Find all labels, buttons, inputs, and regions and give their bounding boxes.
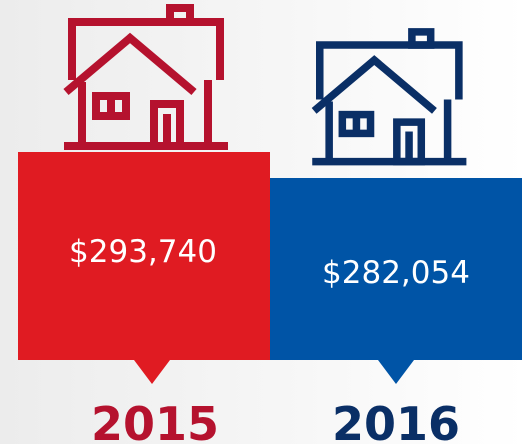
value-box-2016 xyxy=(270,178,522,384)
value-label: $293,740 xyxy=(69,234,217,270)
year-label: 2015 xyxy=(91,397,219,444)
year-label: 2016 xyxy=(332,397,460,444)
value-label: $282,054 xyxy=(322,255,470,291)
value-box-2015 xyxy=(18,152,270,384)
